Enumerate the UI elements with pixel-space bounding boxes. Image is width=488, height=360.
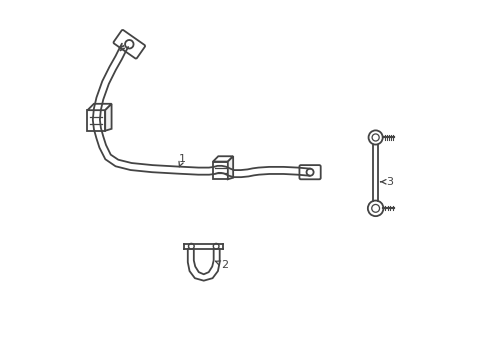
Text: 3: 3 <box>380 177 392 187</box>
FancyBboxPatch shape <box>212 162 227 179</box>
Circle shape <box>213 243 219 249</box>
Circle shape <box>371 134 378 141</box>
Polygon shape <box>105 104 111 131</box>
Circle shape <box>125 40 133 49</box>
FancyBboxPatch shape <box>113 30 145 59</box>
Circle shape <box>371 204 379 212</box>
Text: 1: 1 <box>179 154 185 167</box>
Text: 2: 2 <box>215 260 228 270</box>
Circle shape <box>368 130 382 145</box>
Polygon shape <box>87 104 111 110</box>
Circle shape <box>188 243 194 249</box>
Circle shape <box>367 201 383 216</box>
Circle shape <box>306 168 313 176</box>
Polygon shape <box>227 156 233 179</box>
FancyBboxPatch shape <box>299 165 320 179</box>
FancyBboxPatch shape <box>87 110 105 131</box>
Polygon shape <box>212 156 233 162</box>
